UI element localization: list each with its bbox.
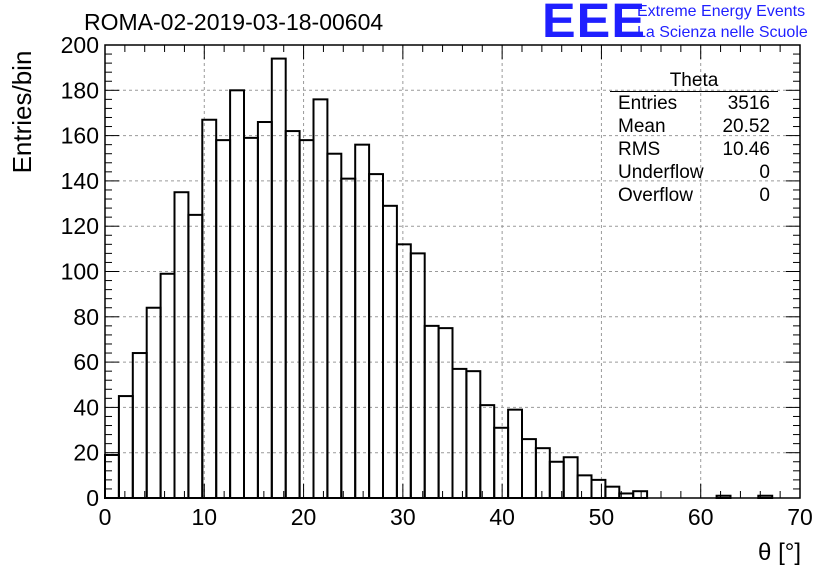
logo-line-2: La Scienza nelle Scuole [637,24,808,41]
stats-box: Theta Entries 3516 Mean 20.52 RMS 10.46 … [610,71,778,207]
stats-value: 0 [759,162,770,183]
histogram-bin [479,404,496,500]
stats-label: RMS [618,139,661,160]
histogram-bin [159,272,176,500]
histogram-bin [521,438,537,499]
x-tick-label: 50 [589,504,615,530]
histogram-bin [382,204,398,499]
stats-row-mean: Mean 20.52 [610,115,778,138]
grid [105,45,800,498]
histogram-bin [187,213,204,499]
histogram-bin [131,352,148,500]
histogram-bin [354,143,371,499]
x-tick-label: 60 [688,504,714,530]
stats-label: Mean [618,116,666,137]
x-axis-label: θ [°] [758,539,801,566]
histogram-bin [368,173,385,499]
histogram-bin [451,367,468,499]
y-tick-label: 140 [61,168,99,194]
histogram-bin [270,57,287,500]
x-tick-label: 20 [291,504,317,530]
stats-row-underflow: Underflow 0 [610,161,778,184]
y-tick-label: 180 [61,77,99,103]
histogram-bin [284,130,301,499]
histogram-bin [243,136,259,500]
x-tick-label: 0 [99,504,112,530]
y-tick-label: 100 [61,259,99,285]
plot-frame [104,44,801,499]
stats-row-entries: Entries 3516 [610,92,778,115]
x-tick-label: 10 [191,504,217,530]
histogram-bin [562,456,579,500]
histogram-bin [326,152,343,499]
chart-title: ROMA-02-2019-03-18-00604 [84,9,384,35]
stats-value: 3516 [727,93,770,114]
histogram-bin [534,447,551,500]
stats-value: 10.46 [722,139,770,160]
y-tick-label: 80 [73,304,99,330]
x-tick-label: 70 [787,504,813,530]
histogram-bin [229,89,246,500]
stats-label: Entries [618,93,678,114]
y-tick-label: 20 [73,440,99,466]
histogram-bin [590,478,607,500]
y-tick-label: 60 [73,349,99,375]
stats-row-rms: RMS 10.46 [610,138,778,161]
histogram-bin [604,485,621,499]
histogram-bin [256,121,273,499]
y-tick-label: 40 [73,394,99,420]
histogram-bin [465,370,482,499]
histogram-bin [117,395,134,500]
stats-row-overflow: Overflow 0 [610,184,778,207]
eee-logo: EEE [542,0,646,48]
histogram-bin [493,426,510,499]
x-tick-label: 30 [390,504,416,530]
logo-line-1: Extreme Energy Events [637,3,806,20]
histogram-bin [173,191,190,499]
y-axis-label: Entries/bin [7,51,37,174]
histogram-bin [437,327,454,499]
histogram-bin [395,243,412,499]
histogram-bin [632,490,649,499]
stats-label: Underflow [618,162,704,183]
y-tick-label: 200 [61,32,99,58]
stats-value: 20.52 [722,116,770,137]
stats-value: 0 [759,185,770,206]
y-tick-label: 120 [61,213,99,239]
stats-label: Overflow [618,185,693,206]
axis-tick-labels: 0 10 20 30 40 50 60 70 0 20 40 60 80 100 120 140 160 180 2… [61,32,813,530]
y-tick-label: 0 [86,485,99,511]
histogram-bin [507,408,524,500]
histogram-bin [298,139,315,499]
y-tick-label: 160 [61,123,99,149]
histogram-bin [215,139,232,499]
stats-title: Theta [610,71,778,92]
histogram-bin [576,474,593,500]
histogram-bin [312,98,329,500]
x-tick-label: 40 [489,504,515,530]
histogram-bin [423,324,440,499]
histogram-bin [409,252,426,499]
histogram-bin [145,306,162,499]
